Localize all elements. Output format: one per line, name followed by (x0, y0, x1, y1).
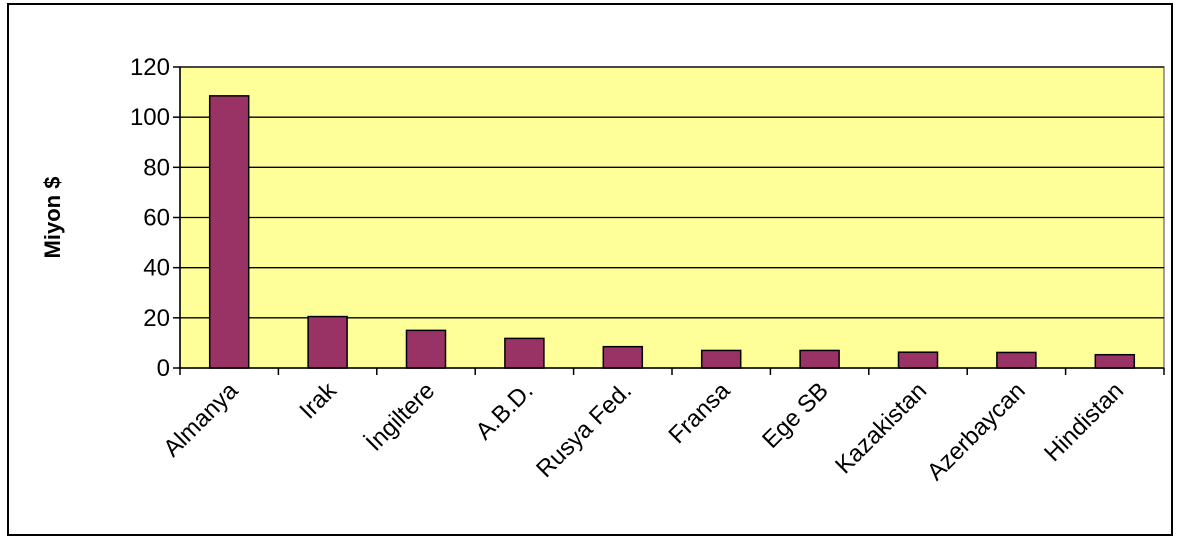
y-tick-labels: 0 20 40 60 80 100 120 (130, 54, 170, 382)
bar (405, 329, 447, 369)
x-tick-labels: Almanya Irak İngiltere A.B.D.Rusya Fed. Fran… (158, 376, 1129, 485)
y-tick-label: 40 (143, 255, 170, 282)
x-tick-label: Fransa (664, 377, 736, 449)
bar (996, 351, 1037, 369)
y-axis-title: Miyon $ (40, 177, 65, 259)
x-tick-label: İngiltere (361, 377, 440, 456)
y-tick-label: 100 (130, 104, 170, 131)
bar (799, 349, 840, 369)
x-tick-label: Rusya Fed. (531, 377, 637, 483)
x-tick-label: Kazakistan (830, 377, 932, 479)
bar (208, 95, 250, 369)
y-tick-label: 120 (130, 54, 170, 81)
bar (307, 315, 348, 369)
y-tick-label: 80 (143, 154, 170, 181)
bar (1094, 353, 1136, 369)
bar (897, 351, 939, 369)
bars (208, 95, 1136, 369)
y-tick-label: 60 (143, 205, 170, 232)
x-tick-label: Almanya (158, 377, 244, 463)
x-tick-label: Hindistan (1039, 377, 1129, 467)
bar (504, 337, 545, 369)
x-tick-label: A.B.D. (471, 377, 539, 445)
x-tick-label: Azerbaycan (922, 377, 1031, 486)
y-tick-label: 20 (143, 305, 170, 332)
bar (602, 345, 644, 369)
x-tick-label: Irak (294, 376, 342, 424)
axes (173, 66, 1165, 375)
bar (700, 349, 742, 369)
x-tick-label: Ege SB (757, 377, 834, 454)
y-tick-label: 0 (157, 355, 170, 382)
